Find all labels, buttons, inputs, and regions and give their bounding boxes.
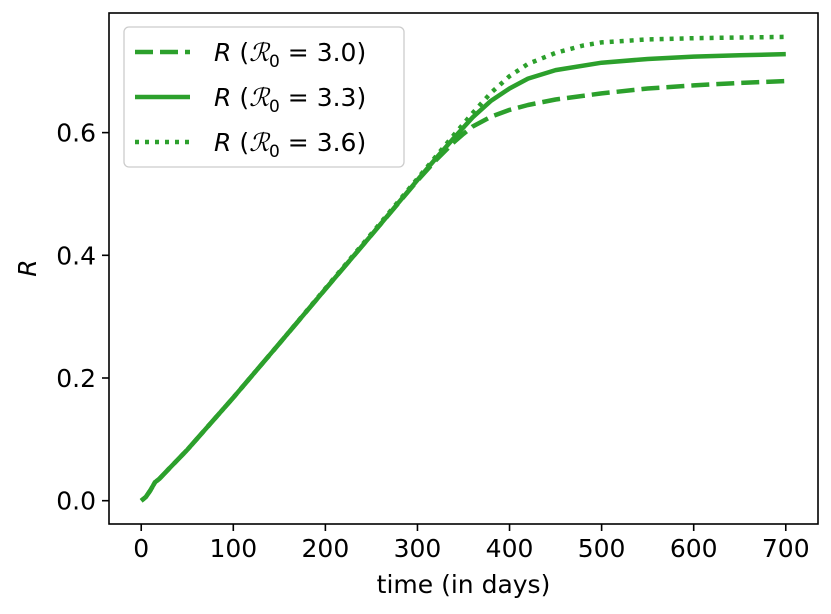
plot-frame <box>108 12 819 525</box>
legend: R (ℛ0 = 3.0) R (ℛ0 = 3.3) R (ℛ0 = 3.6) <box>123 26 405 168</box>
y-tick-label: 0.6 <box>56 119 96 148</box>
y-axis-label: R <box>13 259 42 276</box>
y-tick-label: 0.0 <box>56 487 96 516</box>
x-tick-label: 700 <box>762 534 810 563</box>
y-axis: 0.0 0.2 0.4 0.6 <box>56 119 109 516</box>
y-tick-label: 0.2 <box>56 364 96 393</box>
x-tick-label: 300 <box>394 534 442 563</box>
x-axis: 0 100 200 300 400 500 600 700 <box>133 524 810 563</box>
x-tick-label: 100 <box>209 534 257 563</box>
legend-label: R (ℛ0 = 3.6) <box>214 128 366 162</box>
series-lines <box>139 34 786 503</box>
series-line-3 <box>139 34 786 503</box>
legend-label: R (ℛ0 = 3.3) <box>214 83 366 117</box>
x-axis-label: time (in days) <box>377 570 551 599</box>
x-tick-label: 0 <box>133 534 149 563</box>
x-tick-label: 400 <box>486 534 534 563</box>
x-tick-label: 600 <box>670 534 718 563</box>
y-tick-label: 0.4 <box>56 241 96 270</box>
x-tick-label: 200 <box>302 534 350 563</box>
legend-label: R (ℛ0 = 3.0) <box>214 38 366 72</box>
series-line-2 <box>139 51 786 503</box>
legend-box <box>123 26 405 168</box>
x-tick-label: 500 <box>578 534 626 563</box>
